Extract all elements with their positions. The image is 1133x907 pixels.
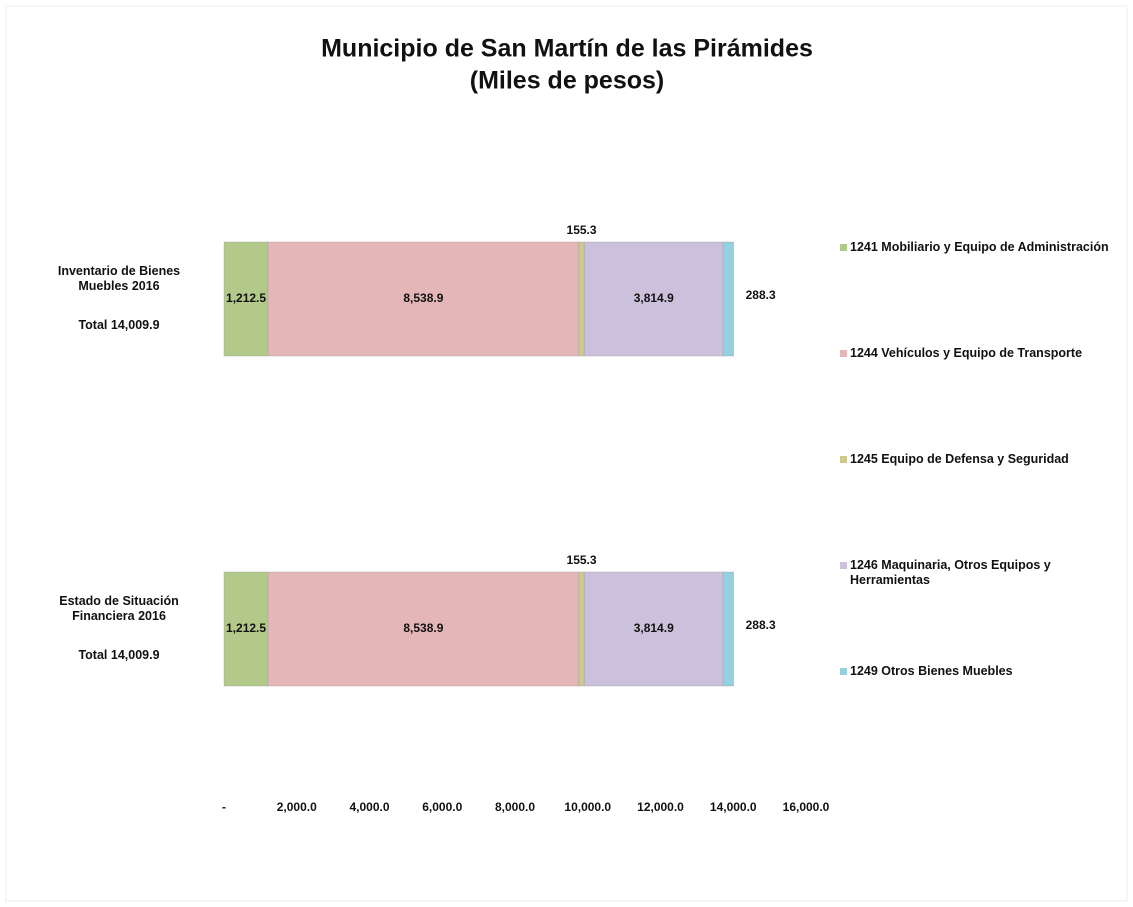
frame bbox=[5, 5, 1128, 902]
x-tick-label: 6,000.0 bbox=[422, 800, 462, 814]
chart-subtitle: (Miles de pesos) bbox=[470, 67, 665, 95]
x-tick-label: 14,000.0 bbox=[710, 800, 757, 814]
bar-segment bbox=[578, 241, 585, 357]
x-tick-label: 10,000.0 bbox=[564, 800, 611, 814]
bar-segment bbox=[583, 571, 724, 687]
bar-segment bbox=[722, 241, 735, 357]
bar-segment bbox=[722, 571, 735, 687]
bar-segment bbox=[583, 241, 724, 357]
data-label: 1,212.5 bbox=[226, 621, 266, 635]
legend-item: 1249 Otros Bienes Muebles bbox=[840, 664, 1110, 679]
x-tick-label: 12,000.0 bbox=[637, 800, 684, 814]
legend-swatch bbox=[840, 350, 847, 357]
x-tick-label: 4,000.0 bbox=[349, 800, 389, 814]
data-label: 3,814.9 bbox=[634, 291, 674, 305]
data-label: 8,538.9 bbox=[403, 621, 443, 635]
x-tick-label: 2,000.0 bbox=[277, 800, 317, 814]
legend-item: 1246 Maquinaria, Otros Equipos y Herrami… bbox=[840, 558, 1110, 588]
legend-swatch bbox=[840, 456, 847, 463]
category-label: Estado de Situación Financiera 2016 bbox=[59, 594, 179, 623]
data-label: 288.3 bbox=[746, 288, 776, 302]
category-total: Total 14,009.9 bbox=[78, 318, 160, 332]
x-tick-label: 16,000.0 bbox=[783, 800, 830, 814]
legend-item: 1245 Equipo de Defensa y Seguridad bbox=[840, 452, 1110, 467]
bar-segment bbox=[223, 571, 269, 687]
bar-segment bbox=[267, 571, 580, 687]
data-label: 8,538.9 bbox=[403, 291, 443, 305]
legend-swatch bbox=[840, 562, 847, 569]
category-total: Total 14,009.9 bbox=[78, 648, 160, 662]
data-label: 155.3 bbox=[567, 223, 597, 237]
legend-item: 1241 Mobiliario y Equipo de Administraci… bbox=[840, 240, 1110, 255]
category-label: Inventario de Bienes Muebles 2016 bbox=[57, 264, 181, 293]
legend-swatch bbox=[840, 244, 847, 251]
legend-swatch bbox=[840, 668, 847, 675]
data-label: 3,814.9 bbox=[634, 621, 674, 635]
data-label: 288.3 bbox=[746, 618, 776, 632]
data-label: 1,212.5 bbox=[226, 291, 266, 305]
bar-segment bbox=[578, 571, 585, 687]
chart-title: Municipio de San Martín de las Pirámides bbox=[321, 35, 813, 63]
legend-item: 1244 Vehículos y Equipo de Transporte bbox=[840, 346, 1110, 361]
x-tick-label: - bbox=[222, 800, 226, 814]
x-tick-label: 8,000.0 bbox=[495, 800, 535, 814]
data-label: 155.3 bbox=[567, 553, 597, 567]
